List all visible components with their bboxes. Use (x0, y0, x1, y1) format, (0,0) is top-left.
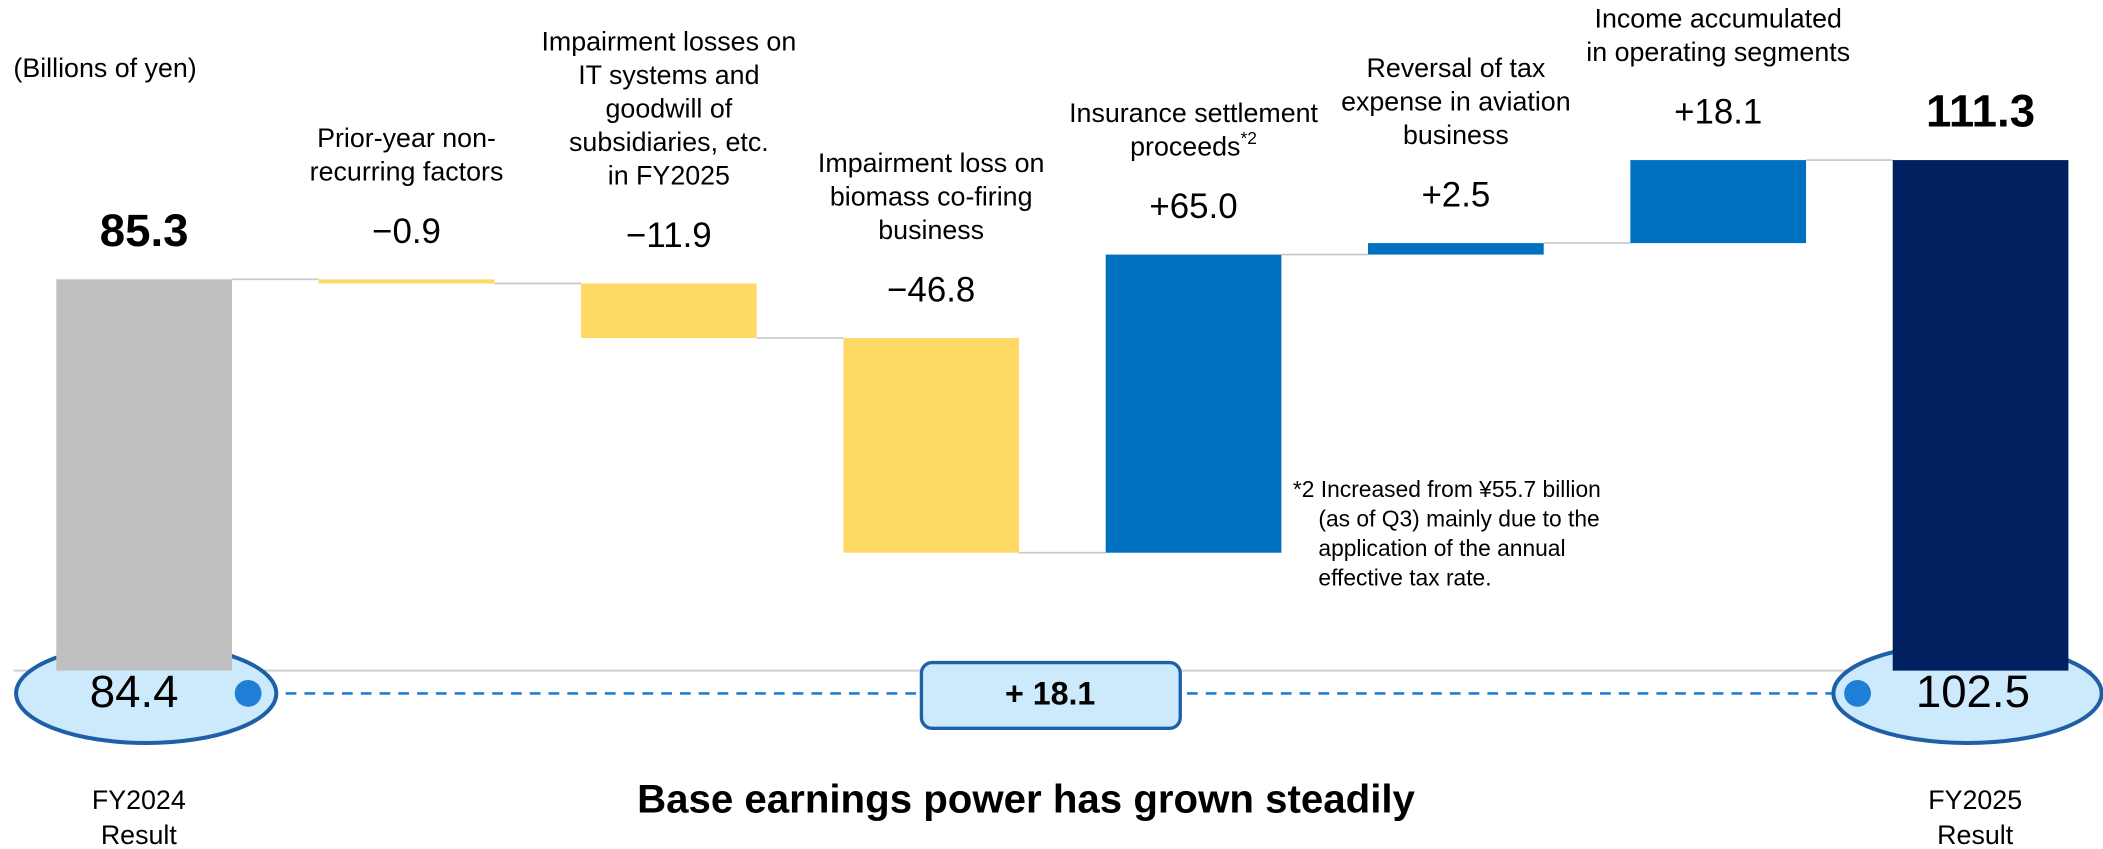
value-label: −11.9 (626, 216, 712, 255)
category-label: biomass co-firing (830, 182, 1033, 212)
bar (1105, 254, 1282, 553)
value-label: 85.3 (100, 205, 189, 256)
category-label: proceeds*2 (1130, 128, 1257, 162)
change-box (919, 660, 1182, 730)
category-label: in FY2025 (608, 161, 730, 191)
category-label: recurring factors (310, 156, 504, 186)
category-label: Income accumulated (1595, 4, 1842, 34)
value-label: 111.3 (1926, 86, 2035, 137)
footnote: (as of Q3) mainly due to the (1318, 505, 1599, 531)
category-label: Impairment loss on (818, 148, 1045, 178)
value-label: +65.0 (1149, 187, 1237, 226)
category-label: Reversal of tax (1366, 53, 1545, 83)
category-label: FY2024 (92, 785, 186, 815)
link-dot (234, 679, 262, 707)
value-label: −0.9 (372, 212, 441, 251)
category-label: Result (1937, 820, 2014, 849)
category-label: goodwill of (606, 94, 733, 124)
value-label: +2.5 (1421, 176, 1490, 215)
category-label: FY2025 (1928, 785, 2022, 815)
note-mark: *2 (1240, 128, 1256, 148)
category-label: Insurance settlement (1069, 98, 1318, 128)
category-label: Impairment losses on (541, 26, 796, 56)
bar (1630, 160, 1807, 244)
unit-label: (Billions of yen) (13, 53, 196, 83)
bar (56, 279, 233, 671)
category-label: expense in aviation (1341, 87, 1571, 117)
category-label: Prior-year non- (317, 123, 496, 153)
base-start-value: 84.4 (90, 666, 179, 717)
category-label: in operating segments (1586, 37, 1850, 67)
link-dot (1844, 679, 1871, 707)
caption: Base earnings power has grown steadily (637, 777, 1415, 822)
bar (843, 338, 1020, 553)
bar (1368, 243, 1544, 255)
value-label: −46.8 (887, 271, 975, 310)
category-label: business (878, 215, 984, 245)
bar (581, 283, 757, 339)
footnote: application of the annual (1318, 535, 1565, 561)
category-label: subsidiaries, etc. (569, 127, 769, 157)
footnote: *2 Increased from ¥55.7 billion (1293, 476, 1601, 502)
bar (1892, 160, 2069, 671)
change-label: + 18.1 (1005, 676, 1095, 712)
category-label-text: proceeds (1130, 132, 1240, 162)
category-label: IT systems and (578, 60, 759, 90)
category-label: Result (101, 820, 178, 849)
footnote: effective tax rate. (1318, 564, 1491, 590)
category-label: business (1403, 120, 1509, 150)
value-label: +18.1 (1674, 93, 1762, 132)
bar (318, 279, 495, 284)
base-end-value: 102.5 (1916, 666, 2030, 717)
